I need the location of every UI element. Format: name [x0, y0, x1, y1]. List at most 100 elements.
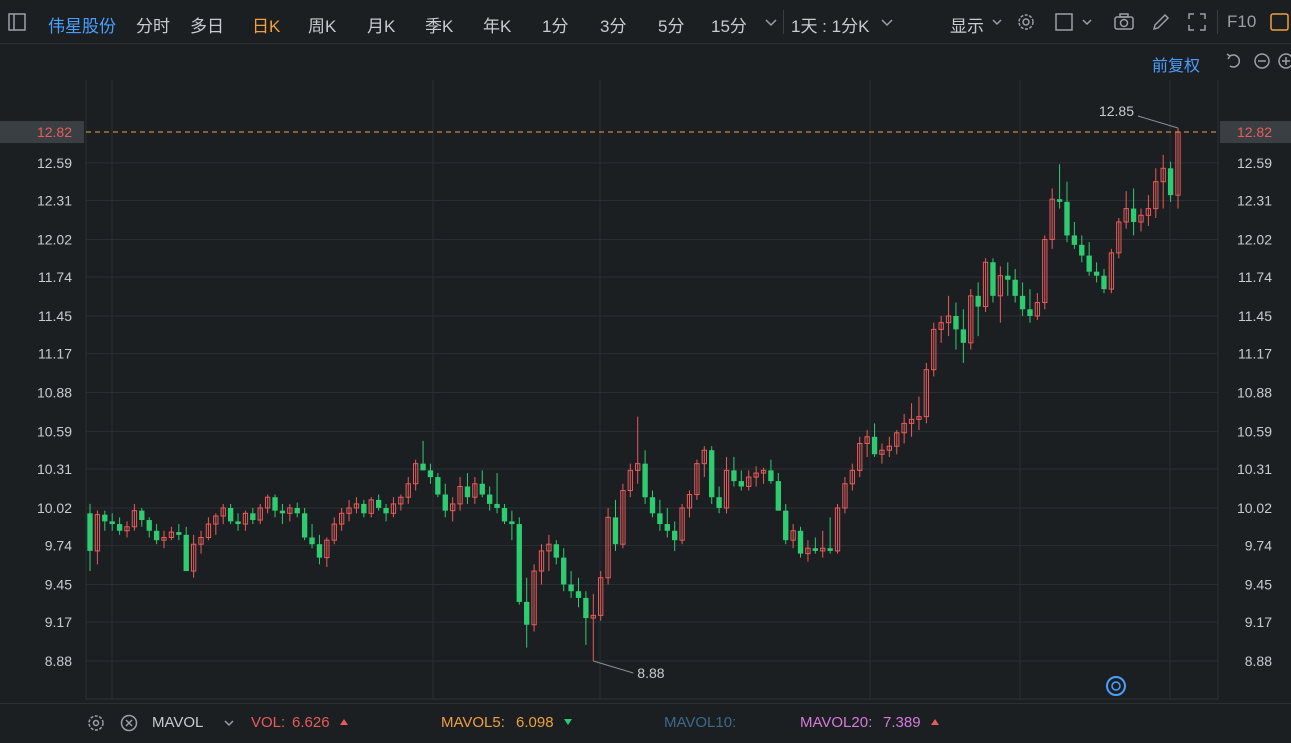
current-price-label-left: 12.82	[37, 124, 72, 140]
candle-body-down	[183, 534, 189, 572]
candle-body-up	[753, 472, 759, 478]
tab-5min[interactable]: 5分	[658, 17, 685, 36]
indicator-name[interactable]: MAVOL	[152, 714, 204, 731]
candle-body-down	[642, 463, 648, 498]
y-tick-label-right: 10.31	[1237, 461, 1272, 477]
y-tick-label-left: 12.31	[37, 193, 72, 209]
sidebar-toggle-icon[interactable]	[6, 11, 28, 33]
candle-body-up	[627, 469, 633, 492]
candle-body-up	[590, 614, 596, 619]
candle-body-down	[1064, 201, 1070, 236]
gear-icon[interactable]	[86, 713, 106, 733]
candle-body-down	[775, 481, 781, 511]
tab-weekly-k[interactable]: 周K	[308, 17, 337, 36]
chevron-down-icon[interactable]	[876, 11, 898, 33]
min-price-label: 8.88	[637, 665, 664, 681]
tab-monthly-k[interactable]: 月K	[367, 17, 396, 36]
y-tick-label-right: 8.88	[1245, 653, 1272, 669]
chevron-down-icon[interactable]	[220, 714, 238, 732]
candle-body-up	[701, 449, 707, 465]
candle-body-up	[346, 507, 352, 514]
chevron-down-icon[interactable]	[760, 11, 782, 33]
candle-body-up	[916, 416, 922, 420]
candle-body-up	[257, 507, 263, 521]
camera-icon[interactable]	[1113, 11, 1135, 33]
candle-body-down	[109, 521, 115, 525]
candle-body-up	[412, 463, 419, 485]
y-tick-label-right: 12.59	[1237, 155, 1272, 171]
candle-body-down	[316, 544, 323, 558]
candle-body-up	[161, 536, 167, 541]
tab-intraday[interactable]: 分时	[136, 17, 170, 36]
range-selector[interactable]: 1天 : 1分K	[791, 17, 870, 36]
max-callout-line	[1137, 115, 1179, 129]
gear-icon[interactable]	[1015, 11, 1037, 33]
y-tick-label-right: 9.45	[1245, 576, 1272, 592]
candle-body-down	[102, 514, 108, 522]
candle-body-down	[1079, 244, 1085, 256]
tab-15min[interactable]: 15分	[711, 17, 747, 36]
candle-body-down	[731, 470, 737, 482]
display-menu[interactable]: 显示	[950, 17, 984, 36]
candle-body-up	[546, 543, 552, 552]
close-icon[interactable]	[119, 713, 139, 733]
chevron-down-icon[interactable]	[986, 11, 1008, 33]
candle-body-up	[1034, 302, 1041, 317]
magnifier-icon[interactable]	[1106, 676, 1126, 696]
stock-name[interactable]: 伟星股份	[48, 17, 116, 36]
candle-body-up	[790, 530, 796, 541]
y-tick-label-left: 10.31	[37, 461, 72, 477]
pencil-icon[interactable]	[1150, 11, 1172, 33]
candle-body-up	[886, 445, 893, 451]
arrow-up-icon	[340, 719, 348, 725]
candle-body-down	[1005, 275, 1011, 280]
candle-body-up	[901, 422, 907, 434]
max-price-label: 12.85	[1099, 103, 1134, 119]
current-price-label-right: 12.82	[1237, 124, 1272, 140]
candle-body-up	[213, 515, 219, 525]
candle-body-up	[190, 543, 197, 572]
zoom-in-icon[interactable]	[1276, 51, 1291, 71]
panel-toggle-icon[interactable]	[1268, 11, 1290, 33]
candle-body-up	[997, 275, 1004, 297]
candlestick-chart[interactable]: 12.59 12.59 12.31 12.31 12.02 12.02 11.74 11.74…	[0, 44, 1291, 703]
square-icon[interactable]	[1053, 11, 1075, 33]
candle-body-up	[338, 512, 345, 525]
toolbar-divider	[783, 10, 784, 34]
mavol10-label: MAVOL10:	[664, 714, 737, 731]
candle-body-up	[834, 507, 841, 552]
undo-icon[interactable]	[1224, 51, 1244, 71]
fullscreen-icon[interactable]	[1186, 11, 1208, 33]
tab-multiday[interactable]: 多日	[190, 17, 224, 36]
tab-3min[interactable]: 3分	[600, 17, 627, 36]
candle-body-up	[198, 536, 204, 545]
candle-body-down	[294, 507, 300, 514]
zoom-out-icon[interactable]	[1252, 51, 1272, 71]
candle-body-up	[820, 547, 826, 552]
tab-1min[interactable]: 1分	[542, 17, 569, 36]
tab-quarterly-k[interactable]: 季K	[425, 17, 454, 36]
candle-body-down	[176, 532, 182, 535]
y-tick-label-left: 9.17	[45, 614, 72, 630]
candle-body-up	[1123, 208, 1129, 223]
toolbar-divider	[1217, 10, 1218, 34]
f10-button[interactable]: F10	[1227, 12, 1257, 31]
candle-body-down	[561, 557, 567, 585]
candle-body-down	[1093, 271, 1100, 276]
candle-body-down	[1101, 275, 1107, 290]
candle-body-up	[1153, 181, 1159, 210]
adjust-mode-button[interactable]: 前复权	[1152, 58, 1201, 75]
current-price-tag-right	[1220, 121, 1291, 144]
candle-body-down	[435, 477, 441, 495]
chevron-down-icon[interactable]	[1076, 11, 1098, 33]
candle-body-down	[953, 315, 959, 330]
candle-body-down	[583, 597, 589, 619]
candle-body-up	[842, 483, 848, 509]
candle-body-up	[205, 523, 212, 538]
tab-yearly-k[interactable]: 年K	[483, 17, 512, 36]
candle-body-down	[524, 601, 530, 625]
candle-body-down	[1086, 255, 1092, 272]
candle-body-down	[716, 497, 722, 508]
tab-daily-k[interactable]: 日K	[252, 17, 281, 36]
candle-body-down	[235, 521, 241, 525]
